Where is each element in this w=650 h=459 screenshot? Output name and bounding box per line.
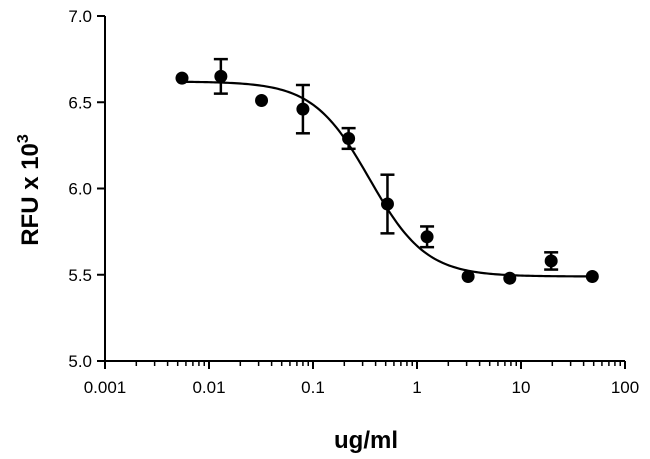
y-tick-label: 6.5 [68,93,92,112]
data-point [544,254,558,268]
y-tick-label: 7.0 [68,7,92,26]
data-point [380,197,394,211]
x-tick-label: 10 [512,378,531,397]
y-axis-title-superscript: 3 [15,134,32,143]
y-axis-title-main: RFU x 10 [17,143,44,246]
data-point [214,69,228,83]
y-axis-title: RFU x 103 [15,134,44,246]
x-tick-label: 1 [412,378,421,397]
x-tick-label: 100 [611,378,639,397]
x-tick-label: 0.01 [192,378,225,397]
y-tick-label: 5.0 [68,352,92,371]
x-axis-title: ug/ml [334,427,398,454]
axes [104,16,625,362]
data-point [342,131,356,145]
data-point [585,269,599,283]
data-point [255,94,269,108]
x-tick-label: 0.001 [84,378,127,397]
data-point [296,102,310,116]
y-tick-label: 5.5 [68,266,92,285]
data-point [503,271,517,285]
data-point [461,269,475,283]
x-axis-ticks: 0.001 0.01 0.1 1 10 100 [84,361,639,397]
data-point [175,71,189,85]
data-points [175,69,599,285]
y-tick-label: 6.0 [68,180,92,199]
y-axis-ticks: 5.0 5.5 6.0 6.5 7.0 [68,7,105,371]
error-bars [213,57,559,271]
data-point [420,230,434,244]
x-tick-label: 0.1 [301,378,325,397]
